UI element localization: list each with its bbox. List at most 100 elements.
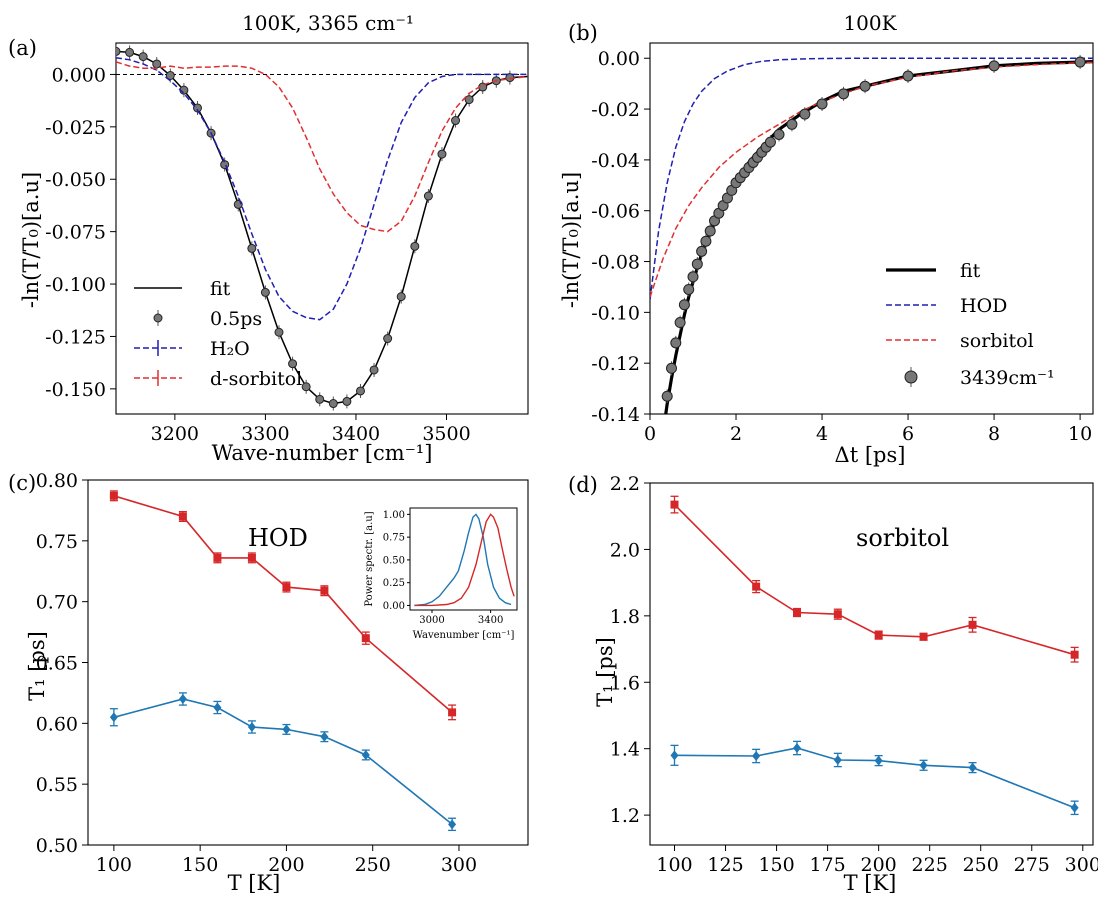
panel-c-inset-frame xyxy=(409,507,518,611)
panel-b-series-3-point-10 xyxy=(704,225,716,237)
panel-b-xlabel: Δt [ps] xyxy=(835,443,906,467)
panel-c-series-1-point-7 xyxy=(448,819,457,830)
panel-b-xtick-label-0: 0 xyxy=(644,423,656,445)
panel-d-xtick-label-8: 300 xyxy=(1065,854,1098,876)
panel-a-xtick-label-1: 3300 xyxy=(241,423,289,445)
panel-c-series-0-point-1 xyxy=(178,512,187,521)
panel-d-series-0-point-5 xyxy=(919,632,928,641)
panel-a-plot-area xyxy=(116,44,528,411)
panel-c-ytick-label-0: 0.50 xyxy=(36,835,78,857)
panel-c-ytick-label-3: 0.65 xyxy=(36,653,78,675)
panel-c-inset-ytick-label-4: 1.00 xyxy=(383,510,405,521)
panel-b-series-3-point-31 xyxy=(902,70,914,82)
panel-c-ytick-label-5: 0.75 xyxy=(36,531,78,553)
panel-a-series-1-point-16 xyxy=(328,399,338,409)
panel-c-series-1-line xyxy=(113,698,453,825)
panel-c-ylabel: T₁ [ps] xyxy=(25,631,49,701)
panel-c-inset-xtick-label-1: 3400 xyxy=(478,615,503,626)
panel-c-inset-ytick-label-3: 0.75 xyxy=(383,533,405,544)
panel-b-ytick-label-4: -0.08 xyxy=(591,252,640,274)
panel-d-series-1-point-2 xyxy=(792,743,801,754)
panel-b-xtick-label-4: 8 xyxy=(988,423,1000,445)
panel-b-series-3-point-2 xyxy=(670,337,682,349)
panel-a-series-1-point-1 xyxy=(125,47,135,57)
panel-d-ytick-label-0: 1.2 xyxy=(610,805,640,827)
panel-c-series-0-line xyxy=(113,495,453,714)
panel-d: (d) sorbitol T [K] T₁ [ps] 100 125 150 175 2… xyxy=(568,473,1098,895)
panel-c-xlabel: T [K] xyxy=(228,871,281,895)
panel-d-series-0-point-6 xyxy=(968,620,977,629)
panel-d-series-1-point-1 xyxy=(752,750,761,761)
panel-d-series-1-point-0 xyxy=(670,750,679,761)
panel-a-series-1-point-22 xyxy=(410,241,420,251)
panel-a-series-1-point-9 xyxy=(233,199,243,209)
panel-d-xtick-label-6: 250 xyxy=(963,854,999,876)
panel-a-ytick-label-1: -0.025 xyxy=(45,117,106,139)
panel-a-series-1-point-19 xyxy=(369,365,379,375)
panel-c-inset-ytick-label-2: 0.50 xyxy=(383,555,405,566)
panel-b-series-3-point-28 xyxy=(816,98,828,110)
panel-a-series-1-point-24 xyxy=(437,149,447,159)
panel-a-letter: (a) xyxy=(8,36,37,60)
panel-a-legend-3-label: d-sorbitol xyxy=(210,368,302,390)
panel-c-inset-ylabel: Power spectr. [a.u] xyxy=(364,511,375,606)
panel-a-series-1-point-15 xyxy=(315,394,325,404)
panel-b-series-2-line xyxy=(650,61,1093,298)
panel-a: (a) 100K, 3365 cm⁻¹ Wave-number [cm⁻¹] -… xyxy=(8,11,529,465)
panel-b-plot-area xyxy=(650,55,1093,414)
panel-c-series-1-point-3 xyxy=(247,721,256,732)
panel-a-series-1-point-26 xyxy=(464,95,474,105)
panel-b-legend-3-marker xyxy=(904,370,918,384)
panel-d-xtick-label-3: 175 xyxy=(809,854,845,876)
panel-a-ytick-label-4: -0.100 xyxy=(45,274,106,296)
panel-c-series-0-point-7 xyxy=(448,708,457,717)
panel-b-letter: (b) xyxy=(568,21,598,45)
panel-a-series-1-point-25 xyxy=(451,116,461,126)
panel-a-series-1-point-21 xyxy=(396,292,406,302)
panel-b-series-3-point-30 xyxy=(859,80,871,92)
panel-b-legend-1-label: HOD xyxy=(960,295,1007,317)
panel-a-xtick-label-3: 3500 xyxy=(422,423,470,445)
panel-b-legend-3-label: 3439cm⁻¹ xyxy=(960,367,1055,389)
panel-a-legend-2-label: H₂O xyxy=(210,338,250,360)
panel-a-ytick-label-0: 0.000 xyxy=(52,64,106,86)
panel-a-ytick-label-6: -0.150 xyxy=(45,379,106,401)
panel-b-series-3-point-25 xyxy=(773,128,785,140)
panel-c-xtick-label-3: 250 xyxy=(355,854,391,876)
panel-a-xtick-label-2: 3400 xyxy=(332,423,380,445)
panel-a-series-3-line xyxy=(116,61,528,233)
panel-d-ytick-label-1: 1.4 xyxy=(610,739,640,761)
panel-b-ylabel: -ln(T/T₀)[a.u] xyxy=(559,172,583,308)
panel-b-legend-2-label: sorbitol xyxy=(960,330,1034,352)
panel-c-series-1-point-5 xyxy=(320,731,329,742)
panel-b-series-3-point-32 xyxy=(988,60,1000,72)
panel-c-inset-xlabel: Wavenumber [cm⁻¹] xyxy=(413,630,515,641)
panel-c-inset-series-0 xyxy=(414,513,512,607)
panel-b-legend-0-label: fit xyxy=(960,260,981,282)
panel-b-series-3-point-8 xyxy=(696,245,708,257)
panel-b-series-1-line xyxy=(650,57,1093,300)
panel-c-series-0-point-2 xyxy=(213,553,222,562)
panel-d-series-0-point-1 xyxy=(752,582,761,591)
panel-c-ytick-label-2: 0.60 xyxy=(36,713,78,735)
panel-b-ytick-label-0: 0.00 xyxy=(598,48,640,70)
panel-c-series-0-point-5 xyxy=(320,586,329,595)
panel-c-series-0-point-0 xyxy=(109,491,118,500)
panel-d-annotation: sorbitol xyxy=(856,524,949,552)
panel-c-ytick-label-4: 0.70 xyxy=(36,592,78,614)
panel-a-series-1-point-13 xyxy=(288,359,298,369)
panel-c-xtick-label-1: 150 xyxy=(182,854,218,876)
panel-c-xtick-label-0: 100 xyxy=(96,854,132,876)
panel-d-series-0-point-7 xyxy=(1070,650,1079,659)
panel-c-inset-series-1 xyxy=(414,513,515,607)
panel-c-inset-xtick-label-0: 3000 xyxy=(419,615,444,626)
panel-b-series-3-point-29 xyxy=(838,88,850,100)
panel-c-series-0-point-6 xyxy=(361,634,370,643)
panel-a-ylabel: -ln(T/T₀)[a.u] xyxy=(19,172,43,308)
panel-d-series-0-point-3 xyxy=(833,610,842,619)
panel-d-xtick-label-7: 275 xyxy=(1014,854,1050,876)
panel-b-ytick-label-1: -0.02 xyxy=(591,99,640,121)
panel-b-title: 100K xyxy=(843,11,897,35)
panel-a-ytick-label-5: -0.125 xyxy=(45,326,106,348)
